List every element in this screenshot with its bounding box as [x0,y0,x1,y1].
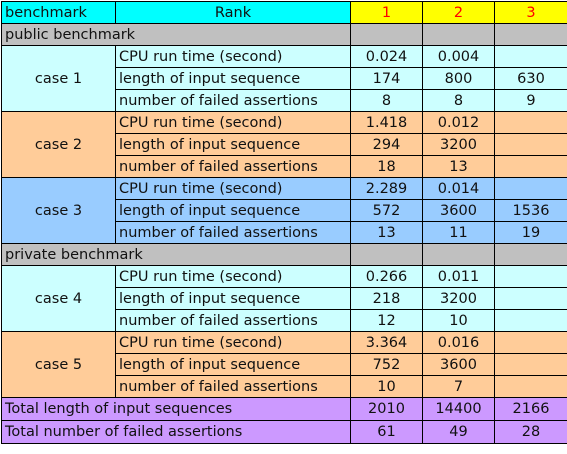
metric-label: CPU run time (second) [116,266,351,288]
value-cell: 0.024 [351,46,423,68]
value-cell [495,178,567,200]
rank-2-header: 2 [423,2,495,24]
value-cell [495,112,567,134]
value-cell: 294 [351,134,423,156]
value-cell: 12 [351,310,423,332]
value-cell: 174 [351,68,423,90]
value-cell [495,266,567,288]
total-value-cell: 49 [423,421,495,444]
value-cell [495,354,567,376]
value-cell: 11 [423,222,495,244]
metric-label: number of failed assertions [116,156,351,178]
value-cell: 3600 [423,354,495,376]
value-cell: 13 [423,156,495,178]
value-cell: 18 [351,156,423,178]
section-filler [423,244,495,266]
metric-label: number of failed assertions [116,222,351,244]
value-cell: 752 [351,354,423,376]
value-cell: 9 [495,90,567,112]
section-filler [351,24,423,46]
total-value-cell: 14400 [423,398,495,421]
value-cell: 3600 [423,200,495,222]
value-cell: 1536 [495,200,567,222]
metric-label: length of input sequence [116,134,351,156]
value-cell: 0.012 [423,112,495,134]
table-row: case 3 CPU run time (second) 2.289 0.014 [2,178,567,200]
metric-label: length of input sequence [116,354,351,376]
total-value-cell: 2166 [495,398,567,421]
rank-3-header: 3 [495,2,567,24]
value-cell [495,46,567,68]
case-label-2: case 2 [2,112,116,178]
table-row: case 4 CPU run time (second) 0.266 0.011 [2,266,567,288]
value-cell: 572 [351,200,423,222]
metric-label: number of failed assertions [116,310,351,332]
value-cell: 630 [495,68,567,90]
table-row: case 2 CPU run time (second) 1.418 0.012 [2,112,567,134]
metric-label: CPU run time (second) [116,112,351,134]
value-cell: 2.289 [351,178,423,200]
section-row-public: public benchmark [2,24,567,46]
value-cell: 0.014 [423,178,495,200]
case-label-4: case 4 [2,266,116,332]
value-cell [495,332,567,354]
value-cell: 0.011 [423,266,495,288]
total-failed-label: Total number of failed assertions [2,421,351,444]
section-title-private: private benchmark [2,244,351,266]
metric-label: CPU run time (second) [116,46,351,68]
table-row: case 1 CPU run time (second) 0.024 0.004 [2,46,567,68]
benchmark-header-cell: benchmark [2,2,116,24]
value-cell: 10 [351,376,423,398]
section-filler [423,24,495,46]
value-cell: 8 [423,90,495,112]
value-cell: 0.016 [423,332,495,354]
value-cell: 0.266 [351,266,423,288]
value-cell [495,134,567,156]
value-cell: 8 [351,90,423,112]
table-row: case 5 CPU run time (second) 3.364 0.016 [2,332,567,354]
value-cell: 3.364 [351,332,423,354]
metric-label: length of input sequence [116,200,351,222]
value-cell: 19 [495,222,567,244]
metric-label: CPU run time (second) [116,332,351,354]
section-filler [351,244,423,266]
value-cell [495,376,567,398]
value-cell: 218 [351,288,423,310]
total-length-row: Total length of input sequences 2010 144… [2,398,567,421]
value-cell: 0.004 [423,46,495,68]
value-cell: 3200 [423,288,495,310]
metric-label: CPU run time (second) [116,178,351,200]
section-filler [495,24,567,46]
metric-label: number of failed assertions [116,90,351,112]
value-cell: 13 [351,222,423,244]
value-cell [495,288,567,310]
value-cell: 3200 [423,134,495,156]
header-row: benchmark Rank 1 2 3 [2,2,567,24]
value-cell: 10 [423,310,495,332]
benchmark-results-table: benchmark Rank 1 2 3 public benchmark ca… [1,1,567,444]
rank-header-cell: Rank [116,2,351,24]
value-cell: 7 [423,376,495,398]
value-cell [495,310,567,332]
total-value-cell: 28 [495,421,567,444]
total-value-cell: 61 [351,421,423,444]
value-cell: 1.418 [351,112,423,134]
metric-label: length of input sequence [116,288,351,310]
total-value-cell: 2010 [351,398,423,421]
metric-label: number of failed assertions [116,376,351,398]
rank-1-header: 1 [351,2,423,24]
metric-label: length of input sequence [116,68,351,90]
value-cell: 800 [423,68,495,90]
total-length-label: Total length of input sequences [2,398,351,421]
case-label-1: case 1 [2,46,116,112]
section-title-public: public benchmark [2,24,351,46]
section-filler [495,244,567,266]
total-failed-row: Total number of failed assertions 61 49 … [2,421,567,444]
case-label-5: case 5 [2,332,116,398]
value-cell [495,156,567,178]
section-row-private: private benchmark [2,244,567,266]
case-label-3: case 3 [2,178,116,244]
